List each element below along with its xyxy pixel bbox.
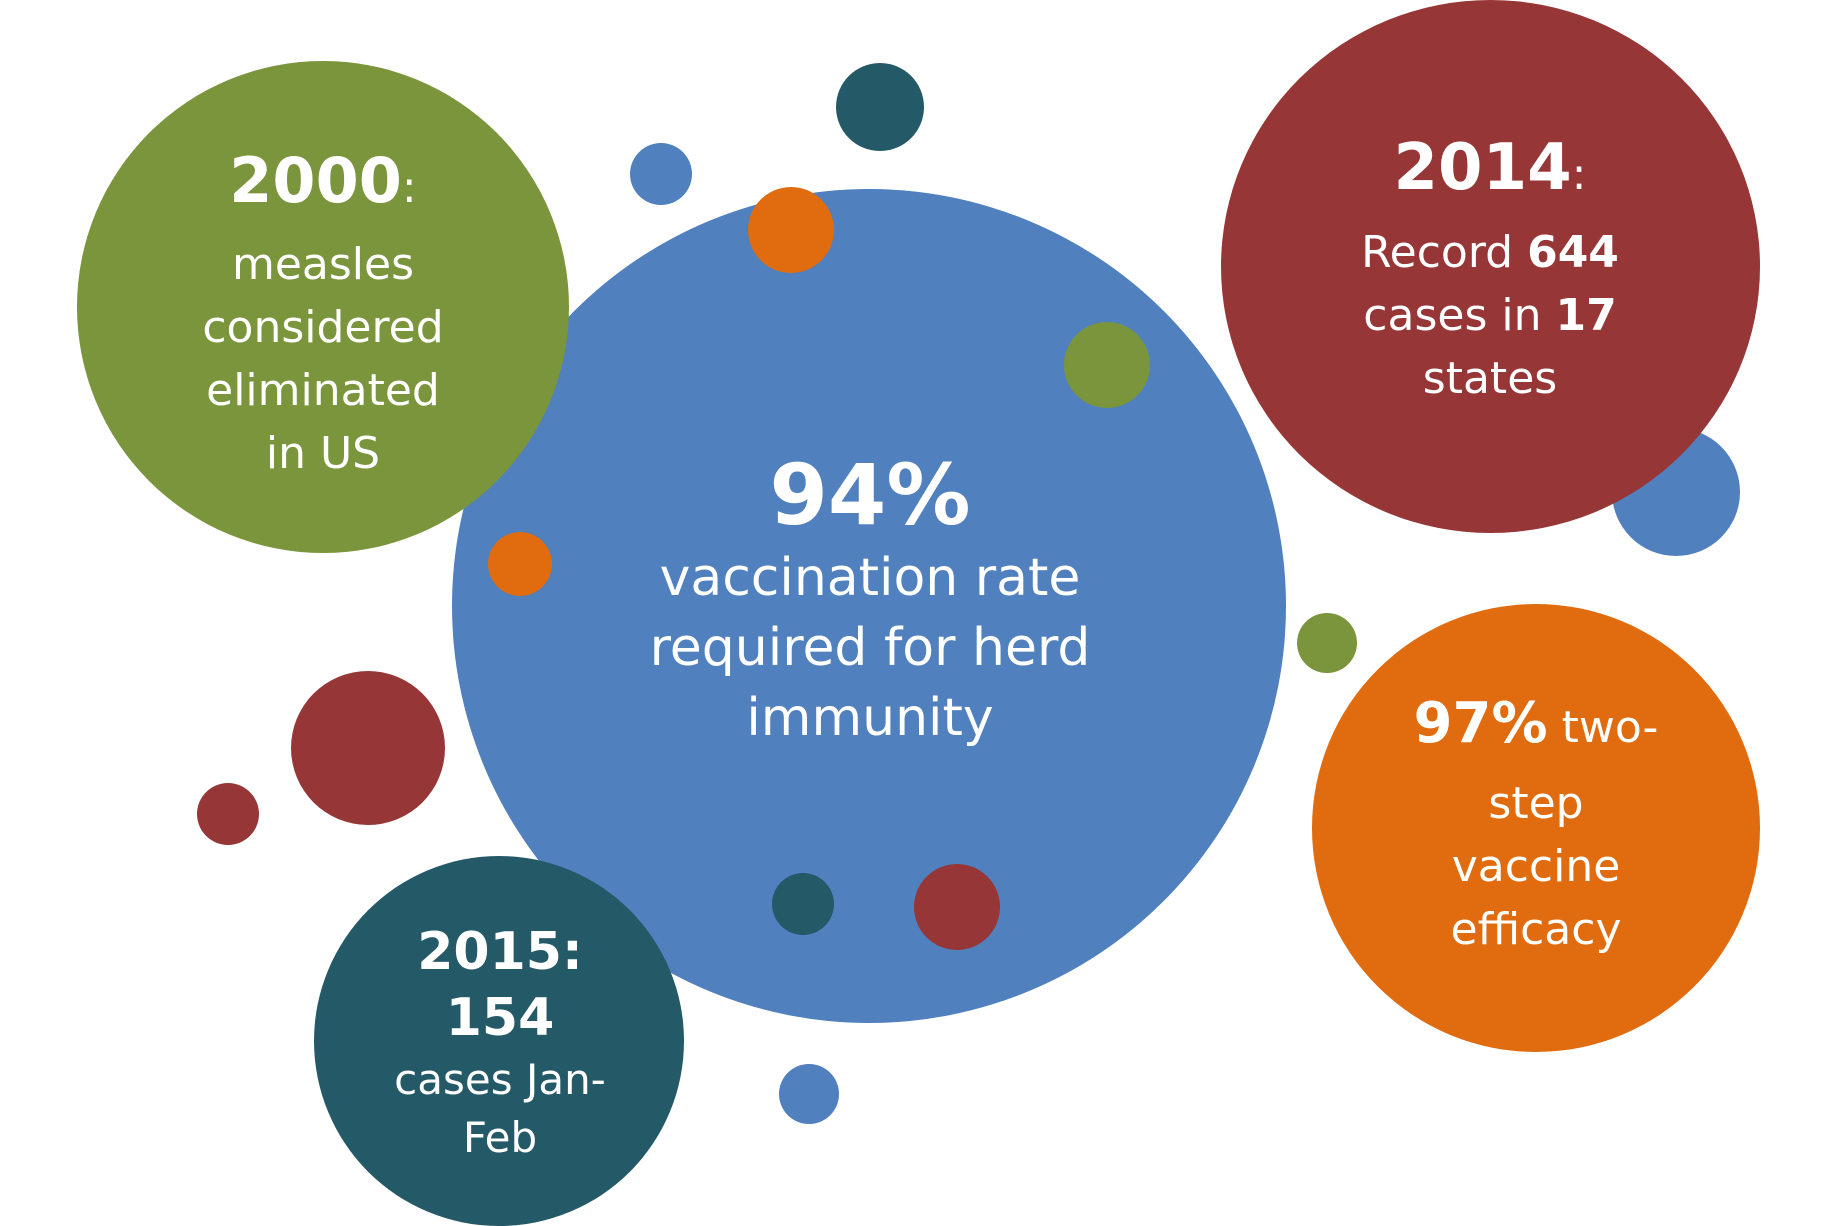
- efficacy-two: two-: [1547, 702, 1659, 753]
- text-2014-cases-in: cases in: [1363, 289, 1556, 341]
- bubble-efficacy: [1312, 604, 1760, 1052]
- cases-2015: 154: [445, 987, 555, 1048]
- dot-blue-bottom: [779, 1064, 839, 1124]
- year-2000: 2000: [229, 144, 402, 217]
- dot-teal-top: [836, 63, 924, 151]
- bubble-2014: [1221, 0, 1760, 533]
- dot-teal-bottom: [772, 873, 834, 935]
- center-line-1: vaccination rate: [659, 548, 1081, 608]
- bubble-2015: [314, 856, 684, 1226]
- dot-blue-top-left: [630, 143, 692, 205]
- bubble-2000: [77, 61, 569, 553]
- heading-2014: 2014:: [1394, 131, 1587, 221]
- year-2015: 2015:: [417, 921, 583, 982]
- dot-red-left-large: [291, 671, 445, 825]
- dot-red-left-small: [197, 783, 259, 845]
- efficacy-line-3: efficacy: [1450, 904, 1622, 955]
- cases-2014: 644: [1527, 226, 1619, 278]
- efficacy-line-2: vaccine: [1451, 841, 1621, 892]
- year-2000-colon: :: [401, 162, 417, 213]
- text-2015-line-2: Feb: [462, 1112, 538, 1162]
- text-2000-line-4: in US: [265, 428, 381, 479]
- text-2014-record: Record: [1361, 226, 1528, 278]
- text-efficacy: 97% two- step vaccine efficacy: [1350, 680, 1722, 970]
- heading-2000: 2000:: [229, 145, 416, 233]
- center-value: 94%: [769, 446, 971, 544]
- year-2014: 2014: [1393, 130, 1572, 205]
- center-line-2: required for herd: [649, 618, 1091, 678]
- text-2000-line-2: considered: [202, 302, 444, 353]
- text-2014-line-3: states: [1422, 352, 1558, 404]
- efficacy-line-1: step: [1488, 778, 1584, 829]
- dot-green-right: [1064, 322, 1150, 408]
- year-2014-colon: :: [1571, 148, 1587, 200]
- text-2014-line-1: Record 644: [1361, 221, 1619, 284]
- efficacy-heading: 97% two-: [1414, 689, 1659, 772]
- dot-orange-left: [488, 532, 552, 596]
- dot-green-small-right: [1297, 613, 1357, 673]
- states-2014: 17: [1555, 289, 1617, 341]
- text-2000-line-1: measles: [231, 239, 415, 290]
- text-2014-line-2: cases in 17: [1363, 284, 1616, 347]
- dot-red-bottom: [914, 864, 1000, 950]
- dot-orange-top: [748, 187, 834, 273]
- center-line-3: immunity: [746, 688, 994, 748]
- text-2015: 2015: 154 cases Jan- Feb: [360, 905, 640, 1180]
- text-2015-line-1: cases Jan-: [394, 1054, 606, 1104]
- center-text: 94% vaccination rate required for herd i…: [560, 430, 1180, 770]
- efficacy-value: 97%: [1413, 691, 1548, 756]
- text-2000: 2000: measles considered eliminated in U…: [140, 145, 506, 485]
- text-2000-line-3: eliminated: [206, 365, 440, 416]
- text-2014: 2014: Record 644 cases in 17 states: [1300, 125, 1680, 415]
